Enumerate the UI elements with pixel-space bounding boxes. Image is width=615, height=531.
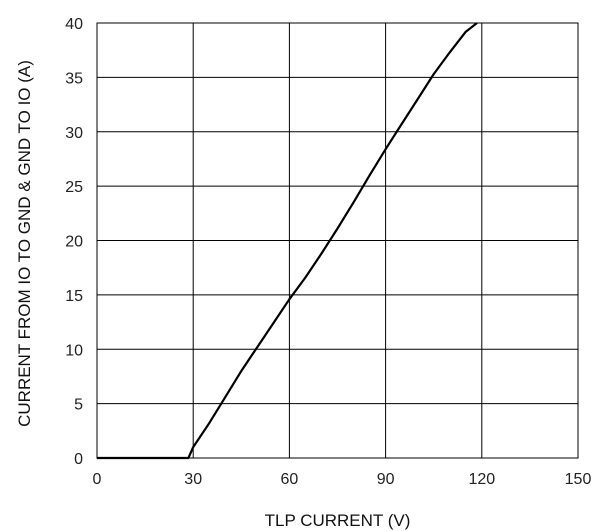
tick-labels: 0 30 60 90 120 150 0 5 10 15 20 25 30 35 40 bbox=[65, 16, 591, 488]
y-tick-label: 40 bbox=[65, 16, 83, 33]
y-tick-label: 5 bbox=[74, 397, 83, 414]
x-tick-label: 30 bbox=[184, 471, 202, 488]
series-line bbox=[97, 22, 478, 460]
y-tick-label: 20 bbox=[65, 234, 83, 251]
x-tick-label: 150 bbox=[565, 471, 592, 488]
y-tick-label: 15 bbox=[65, 288, 83, 305]
y-axis-label: CURRENT FROM IO TO GND & GND TO IO (A) bbox=[15, 60, 34, 427]
x-tick-label: 90 bbox=[377, 471, 395, 488]
plot-frame bbox=[96, 22, 579, 459]
x-tick-label: 120 bbox=[468, 471, 495, 488]
series-layer bbox=[97, 22, 478, 460]
x-axis-label: TLP CURRENT (V) bbox=[265, 511, 411, 530]
y-tick-label: 30 bbox=[65, 125, 83, 142]
y-tick-label: 0 bbox=[74, 451, 83, 468]
y-tick-label: 10 bbox=[65, 342, 83, 359]
grid bbox=[96, 22, 579, 459]
x-tick-label: 0 bbox=[93, 471, 102, 488]
y-tick-label: 35 bbox=[65, 70, 83, 87]
y-tick-label: 25 bbox=[65, 179, 83, 196]
x-tick-label: 60 bbox=[281, 471, 299, 488]
